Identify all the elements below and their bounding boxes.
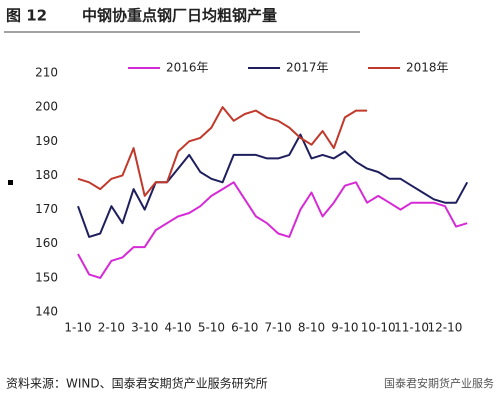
y-tick-label: 170 bbox=[35, 202, 58, 216]
legend-label: 2018年 bbox=[406, 61, 449, 75]
chart-title: 中钢协重点钢厂日均粗钢产量 bbox=[82, 7, 277, 25]
legend-label: 2017年 bbox=[286, 61, 329, 75]
y-tick-label: 210 bbox=[35, 66, 58, 80]
x-tick-label: 7-10 bbox=[265, 321, 292, 335]
x-tick-label: 2-10 bbox=[98, 321, 125, 335]
x-tick-label: 8-10 bbox=[298, 321, 325, 335]
x-tick-label: 5-10 bbox=[198, 321, 225, 335]
y-tick-label: 150 bbox=[35, 270, 58, 284]
series-line bbox=[77, 133, 469, 238]
series-line bbox=[77, 181, 468, 279]
x-tick-label: 12-10 bbox=[428, 321, 463, 335]
marker bbox=[8, 180, 13, 185]
figure-label: 图 12 bbox=[6, 7, 47, 25]
x-tick-label: 11-10 bbox=[394, 321, 429, 335]
y-tick-label: 140 bbox=[35, 305, 58, 319]
y-tick-label: 190 bbox=[35, 134, 58, 148]
x-tick-label: 6-10 bbox=[231, 321, 258, 335]
y-tick-label: 200 bbox=[35, 100, 58, 114]
x-tick-label: 4-10 bbox=[164, 321, 191, 335]
series-line bbox=[77, 106, 368, 197]
x-tick-label: 1-10 bbox=[64, 321, 91, 335]
watermark: 国泰君安期货产业服务 bbox=[384, 376, 494, 390]
source: 资料来源：WIND、国泰君安期货产业服务研究所 bbox=[6, 376, 268, 391]
y-tick-label: 180 bbox=[35, 168, 58, 182]
x-tick-label: 10-10 bbox=[361, 321, 396, 335]
x-tick-label: 3-10 bbox=[131, 321, 158, 335]
x-tick-label: 9-10 bbox=[331, 321, 358, 335]
y-tick-label: 160 bbox=[35, 236, 58, 250]
legend-label: 2016年 bbox=[166, 61, 209, 75]
